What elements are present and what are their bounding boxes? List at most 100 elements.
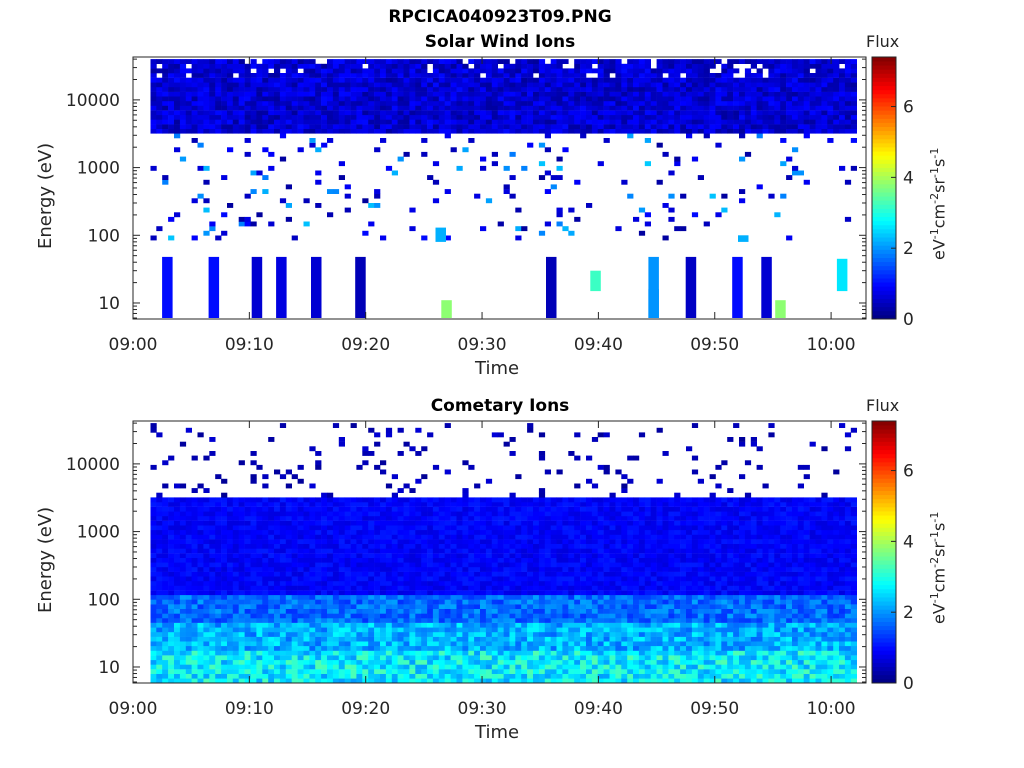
heatmap-cell — [432, 557, 440, 563]
heatmap-cell — [497, 432, 504, 438]
heatmap-cell — [803, 119, 810, 125]
heatmap-cell — [827, 68, 834, 74]
heatmap-cell — [156, 539, 163, 544]
heatmap-cell — [638, 110, 646, 116]
heatmap-cell — [297, 594, 304, 600]
heatmap-cell — [209, 82, 216, 88]
heatmap-cell — [562, 73, 569, 78]
heatmap-cell — [291, 73, 298, 78]
heatmap-cell — [391, 497, 398, 503]
heatmap-cell — [268, 96, 275, 102]
heatmap-cell — [644, 59, 651, 64]
heatmap-cell — [568, 77, 575, 83]
heatmap-cell — [427, 590, 434, 596]
heatmap-cell — [238, 599, 245, 605]
heatmap-cell — [197, 497, 204, 503]
heatmap-cell — [321, 128, 328, 134]
heatmap-cell — [268, 520, 275, 526]
heatmap-cell — [621, 179, 628, 185]
heatmap-cell — [474, 641, 481, 647]
x-tick-label: 09:00 — [109, 335, 158, 355]
heatmap-cell — [839, 119, 846, 125]
heatmap-cell — [285, 650, 292, 656]
heatmap-cell — [285, 594, 292, 600]
heatmap-cell — [786, 124, 793, 129]
heatmap-cell — [321, 641, 328, 647]
heatmap-cell — [268, 82, 275, 88]
heatmap-cell — [515, 622, 522, 628]
heatmap-cell — [480, 91, 487, 97]
heatmap-cell — [309, 105, 316, 111]
heatmap-cell — [250, 110, 257, 116]
heatmap-cell — [262, 659, 269, 665]
heatmap-cell — [315, 128, 322, 134]
heatmap-cell — [815, 105, 822, 111]
heatmap-cell — [491, 525, 498, 531]
heatmap-cell — [744, 105, 752, 111]
heatmap-cell — [756, 59, 763, 64]
heatmap-cell — [468, 100, 475, 106]
heatmap-cell — [432, 548, 440, 554]
heatmap-cell — [786, 68, 793, 74]
heatmap-cell — [468, 502, 475, 507]
heatmap-cell — [538, 142, 546, 148]
heatmap-cell — [274, 548, 281, 554]
heatmap-cell — [527, 678, 534, 684]
heatmap-cell — [444, 91, 451, 97]
heatmap-cell — [415, 618, 422, 623]
heatmap-cell — [815, 114, 822, 120]
heatmap-cell — [221, 114, 228, 120]
heatmap-cell — [156, 128, 163, 134]
heatmap-cell — [515, 650, 522, 656]
heatmap-cell — [356, 594, 363, 600]
heatmap-cell — [209, 63, 216, 69]
heatmap-cell — [385, 557, 393, 563]
heatmap-cell — [368, 114, 375, 120]
heatmap-cell — [474, 645, 481, 651]
heatmap-cell — [297, 673, 304, 679]
heatmap-cell — [491, 641, 498, 647]
heatmap-cell — [274, 59, 281, 64]
heatmap-cell — [291, 511, 298, 517]
heatmap-cell — [244, 590, 251, 596]
heatmap-cell — [168, 114, 175, 120]
heatmap-cell — [456, 539, 463, 544]
heatmap-cell — [809, 82, 816, 88]
heatmap-cell — [215, 645, 222, 651]
heatmap-cell — [815, 73, 822, 78]
heatmap-cell — [850, 73, 857, 78]
heatmap-cell — [656, 59, 663, 64]
heatmap-cell — [309, 557, 316, 563]
heatmap-cell — [232, 608, 239, 614]
heatmap-cell — [468, 650, 475, 656]
heatmap-cell — [350, 567, 357, 572]
heatmap-cell — [179, 100, 187, 106]
heatmap-cell — [397, 100, 404, 106]
heatmap-cell — [232, 673, 239, 679]
heatmap-cell — [156, 68, 163, 74]
heatmap-cell — [485, 669, 493, 674]
heatmap-cell — [227, 580, 234, 586]
heatmap-cell — [327, 580, 334, 586]
heatmap-cell — [533, 576, 540, 582]
heatmap-cell — [409, 650, 416, 656]
heatmap-cell — [462, 604, 469, 609]
heatmap-cell — [409, 63, 416, 69]
heatmap-cell — [350, 497, 357, 503]
heatmap-cell — [515, 77, 522, 83]
heatmap-cell — [450, 636, 457, 642]
heatmap-cell — [279, 618, 287, 623]
heatmap-cell — [385, 165, 393, 171]
heatmap-cell — [368, 96, 375, 102]
heatmap-cell — [709, 87, 716, 92]
heatmap-cell — [215, 82, 222, 88]
heatmap-cell — [274, 636, 281, 642]
heatmap-cell — [291, 110, 298, 116]
heatmap-cell — [221, 511, 228, 517]
heatmap-cell — [279, 585, 287, 591]
heatmap-cell — [668, 77, 675, 83]
heatmap-cell — [538, 175, 546, 180]
heatmap-cell — [497, 525, 504, 531]
heatmap-cell — [244, 63, 251, 69]
heatmap-cell — [303, 82, 310, 88]
